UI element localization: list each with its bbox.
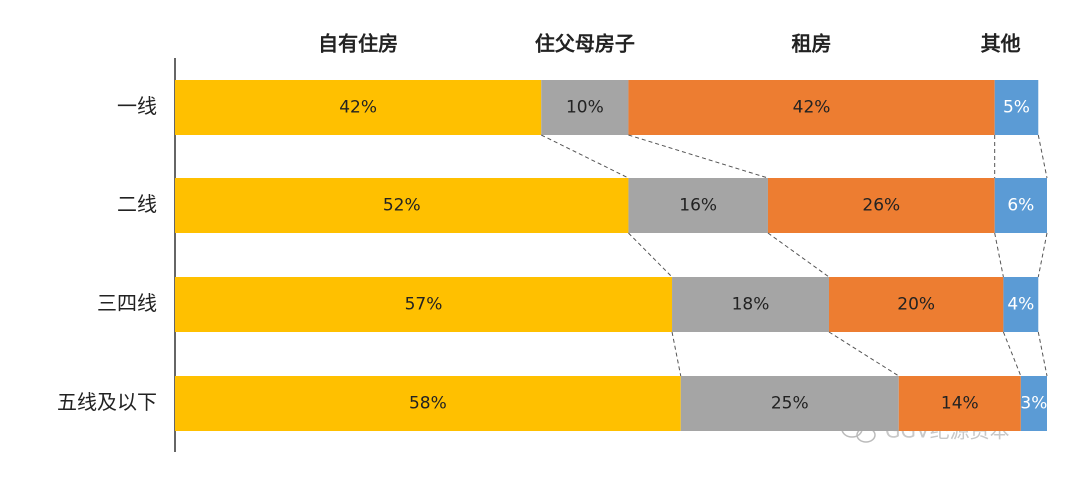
connector — [1037, 232, 1048, 278]
bar-segment — [175, 178, 629, 233]
value-label: 18% — [732, 295, 770, 315]
value-label: 5% — [1003, 98, 1030, 118]
bar-segment — [628, 178, 768, 233]
bar-segment — [680, 376, 899, 431]
connector — [628, 232, 673, 278]
connector — [1002, 331, 1022, 377]
bar-segment — [994, 178, 1047, 233]
bar-segment — [175, 277, 673, 332]
connector — [828, 331, 900, 377]
legend-label: 自有住房 — [318, 32, 398, 56]
connector — [1037, 331, 1048, 377]
value-label: 4% — [1007, 295, 1034, 315]
bar-segment — [628, 80, 995, 135]
value-label: 6% — [1007, 196, 1034, 216]
value-label: 58% — [409, 394, 447, 414]
connector — [767, 232, 830, 278]
bar-segment — [767, 178, 995, 233]
legend-label: 租房 — [792, 32, 832, 56]
bar-segment — [994, 80, 1039, 135]
y-tick-label: 二线 — [117, 192, 157, 216]
value-label: 10% — [566, 98, 604, 118]
value-label: 26% — [862, 196, 900, 216]
y-tick-label: 五线及以下 — [57, 390, 157, 414]
bar-segment — [1020, 376, 1047, 431]
bar-segment — [1003, 277, 1039, 332]
bar-segment — [175, 376, 681, 431]
bar-segment — [829, 277, 1004, 332]
value-label: 42% — [339, 98, 377, 118]
bar-segment — [175, 80, 542, 135]
legend-label: 住父母房子 — [535, 32, 635, 56]
y-tick-label: 一线 — [117, 94, 157, 118]
value-label: 52% — [383, 196, 421, 216]
connector — [628, 134, 769, 179]
connector — [994, 232, 1004, 278]
bar-segment — [898, 376, 1021, 431]
value-label: 20% — [897, 295, 935, 315]
value-label: 16% — [679, 196, 717, 216]
value-label: 25% — [771, 394, 809, 414]
bar-segment — [672, 277, 829, 332]
value-label: 42% — [793, 98, 831, 118]
value-label: 57% — [405, 295, 443, 315]
legend-label: 其他 — [981, 32, 1021, 56]
connector — [541, 134, 629, 179]
value-label: 14% — [941, 394, 979, 414]
bar-segment — [541, 80, 629, 135]
y-tick-label: 三四线 — [97, 291, 157, 315]
value-label: 3% — [1020, 394, 1047, 414]
connector — [671, 331, 682, 377]
connector — [1037, 134, 1048, 179]
